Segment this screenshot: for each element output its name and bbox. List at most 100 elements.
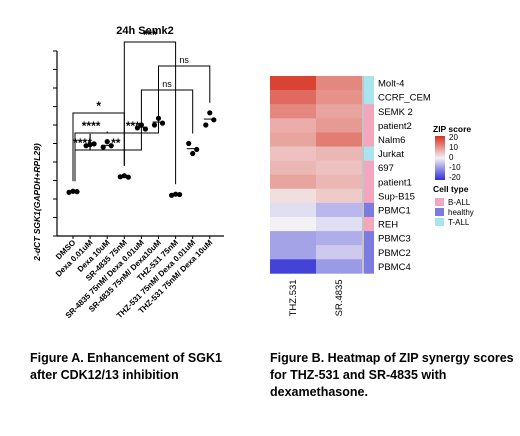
heatmap-row-label: REH	[378, 220, 398, 231]
data-point	[159, 120, 166, 126]
heatmap-row-label: Nalm6	[378, 135, 405, 146]
heatmap-column-labels: THZ.531 SR.4835	[288, 279, 345, 316]
data-point	[104, 139, 110, 145]
chart-a-y-axis-label: 2-dCT SGK1(GAPDH+RPL29)	[32, 143, 42, 262]
significance-label: ***	[143, 28, 157, 42]
heatmap-row-label: CCRF_CEM	[378, 93, 431, 104]
heatmap-row-label: SEMK 2	[378, 107, 413, 118]
heatmap-cell	[270, 231, 316, 246]
data-point	[194, 146, 200, 153]
data-point	[87, 142, 93, 148]
cell-type-legend-label: T-ALL	[448, 218, 470, 227]
legend-tick-label: 20	[449, 133, 458, 142]
heatmap-cell	[316, 259, 362, 274]
heatmap-cell	[270, 118, 316, 133]
data-point	[74, 189, 80, 195]
legend-tick-label: -10	[449, 163, 461, 172]
significance-bracket	[123, 41, 177, 185]
data-point	[203, 122, 209, 128]
cell-type-legend-swatch	[435, 218, 444, 226]
heatmap-column-label: SR.4835	[334, 279, 345, 316]
heatmap-cell	[270, 90, 316, 105]
heatmap-row-label: PBMC2	[378, 248, 411, 259]
significance-bracket	[140, 89, 194, 134]
figure-b-heatmap: Molt-4 CCRF_CEM SEMK 2 patient2 Nalm6 Jurkat 6…	[270, 76, 474, 316]
heatmap-cell	[270, 104, 316, 119]
significance-label: **	[111, 136, 121, 150]
significance-label: ns	[179, 55, 189, 65]
heatmap-cell	[316, 132, 362, 147]
cell-type-swatch	[364, 90, 374, 105]
heatmap-cell	[316, 174, 362, 190]
significance-label: ns	[162, 79, 172, 89]
figure-a-caption: Figure A. Enhancement of SGK1 after CDK1…	[30, 351, 222, 382]
cell-type-swatch	[364, 160, 374, 175]
heatmap-cell	[316, 146, 362, 161]
heatmap-cell	[316, 160, 362, 175]
heatmap-cell	[316, 245, 362, 260]
data-point	[66, 189, 72, 195]
data-point	[134, 125, 140, 131]
data-point	[83, 143, 89, 149]
data-point	[173, 191, 179, 197]
heatmap-cell	[270, 202, 316, 218]
data-point	[211, 117, 217, 123]
heatmap-cell	[316, 217, 362, 232]
legend-tick-label: 0	[449, 153, 454, 162]
heatmap-cell	[316, 231, 362, 246]
data-point	[91, 141, 97, 147]
heatmap-cell	[316, 118, 362, 133]
cell-type-swatch	[364, 231, 374, 246]
heatmap-cell	[270, 217, 316, 232]
heatmap-row-label: Molt-4	[378, 79, 404, 90]
heatmap-cell	[270, 160, 316, 175]
cell-type-legend-title: Cell type	[433, 184, 469, 194]
heatmap-cell	[270, 245, 316, 260]
cell-type-swatch	[364, 132, 374, 147]
data-point	[142, 126, 148, 132]
cell-type-legend-label: B-ALL	[448, 198, 471, 207]
legend-tick-label: -20	[449, 173, 461, 182]
data-point	[177, 191, 183, 198]
heatmap-cell	[270, 76, 316, 91]
cell-type-swatch	[364, 259, 374, 274]
data-point	[151, 122, 158, 128]
cell-type-swatch	[364, 245, 374, 260]
legend-title: ZIP score	[433, 124, 471, 134]
significance-label: *	[96, 99, 101, 113]
data-point	[155, 115, 162, 121]
data-point	[121, 173, 127, 179]
heatmap-column-label: THZ.531	[288, 279, 299, 316]
legend-color-bar	[435, 136, 445, 180]
heatmap-cell	[270, 132, 316, 147]
heatmap-cell	[316, 202, 362, 218]
heatmap-row-label: patient1	[378, 177, 412, 188]
legend-tick-label: 10	[449, 143, 458, 152]
data-point	[125, 174, 131, 180]
cell-type-swatch	[364, 174, 374, 190]
heatmap-cell	[316, 90, 362, 105]
heatmap-row-labels: Molt-4 CCRF_CEM SEMK 2 patient2 Nalm6 Jurkat 6…	[378, 79, 431, 273]
data-point	[190, 150, 196, 157]
cell-type-swatch	[364, 118, 374, 133]
heatmap-cell	[316, 76, 362, 91]
heatmap-row-label: PBMC4	[378, 262, 411, 273]
heatmap-cell	[270, 146, 316, 161]
figure-b-caption: Figure B. Heatmap of ZIP synergy scores …	[270, 351, 514, 399]
cell-type-swatch	[364, 217, 374, 232]
heatmap-row-label: PBMC3	[378, 234, 411, 245]
significance-label: ****	[82, 119, 101, 133]
data-point	[100, 144, 106, 150]
heatmap-cell	[270, 174, 316, 190]
heatmap-row-label: Jurkat	[378, 149, 404, 160]
heatmap-cell	[316, 104, 362, 119]
chart-a-points	[66, 110, 217, 198]
data-point	[70, 188, 76, 194]
data-point	[108, 143, 114, 149]
data-point	[117, 174, 123, 180]
heatmap-cell	[270, 259, 316, 274]
